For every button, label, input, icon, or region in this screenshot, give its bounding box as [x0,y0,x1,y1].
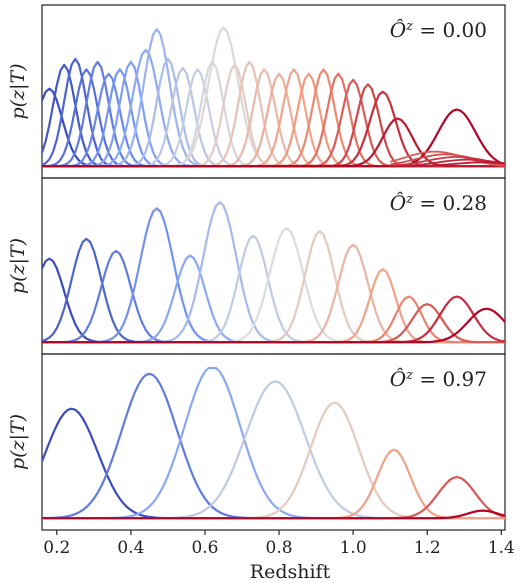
series-line-8 [42,227,505,344]
panels: Ôz = 0.00 p(z|T) Ôz = 0.28 p(z|T) Ôz = 0.97 p… [7,4,506,531]
x-tick-label: 0.8 [266,538,293,558]
panel-1: Ôz = 0.00 p(z|T) [7,4,506,179]
x-axis: 0.2 0.4 0.6 0.8 1.0 1.2 1.4 [43,530,515,558]
x-tick-label: 0.4 [117,538,144,558]
y-axis-label: p(z|T) [7,63,29,119]
series-line-9 [42,230,505,344]
series-line-28 [42,108,506,168]
tail-line-5 [390,161,506,168]
x-tick-label: 0.6 [191,538,218,558]
x-tick-label: 1.2 [414,538,441,558]
x-tick-label: 0.2 [43,538,70,558]
x-tick-label: 1.4 [488,538,515,558]
series-line-8 [42,509,506,520]
y-axis-label: p(z|T) [7,238,29,294]
y-axis-label: p(z|T) [7,414,29,470]
x-axis-label: Redshift [250,561,331,583]
panel-annotation: Ôz = 0.28 [390,190,487,215]
panel-annotation: Ôz = 0.00 [390,17,487,42]
series-line-7 [42,234,505,344]
series-line-15 [42,307,506,344]
panel-annotation: Ôz = 0.97 [390,366,487,391]
panel-3: Ôz = 0.97 p(z|T) [7,353,506,531]
panel-frame [41,353,506,531]
series-line-11 [42,268,505,344]
x-tick-label: 1.0 [340,538,367,558]
panel-2: Ôz = 0.28 p(z|T) [7,177,506,355]
